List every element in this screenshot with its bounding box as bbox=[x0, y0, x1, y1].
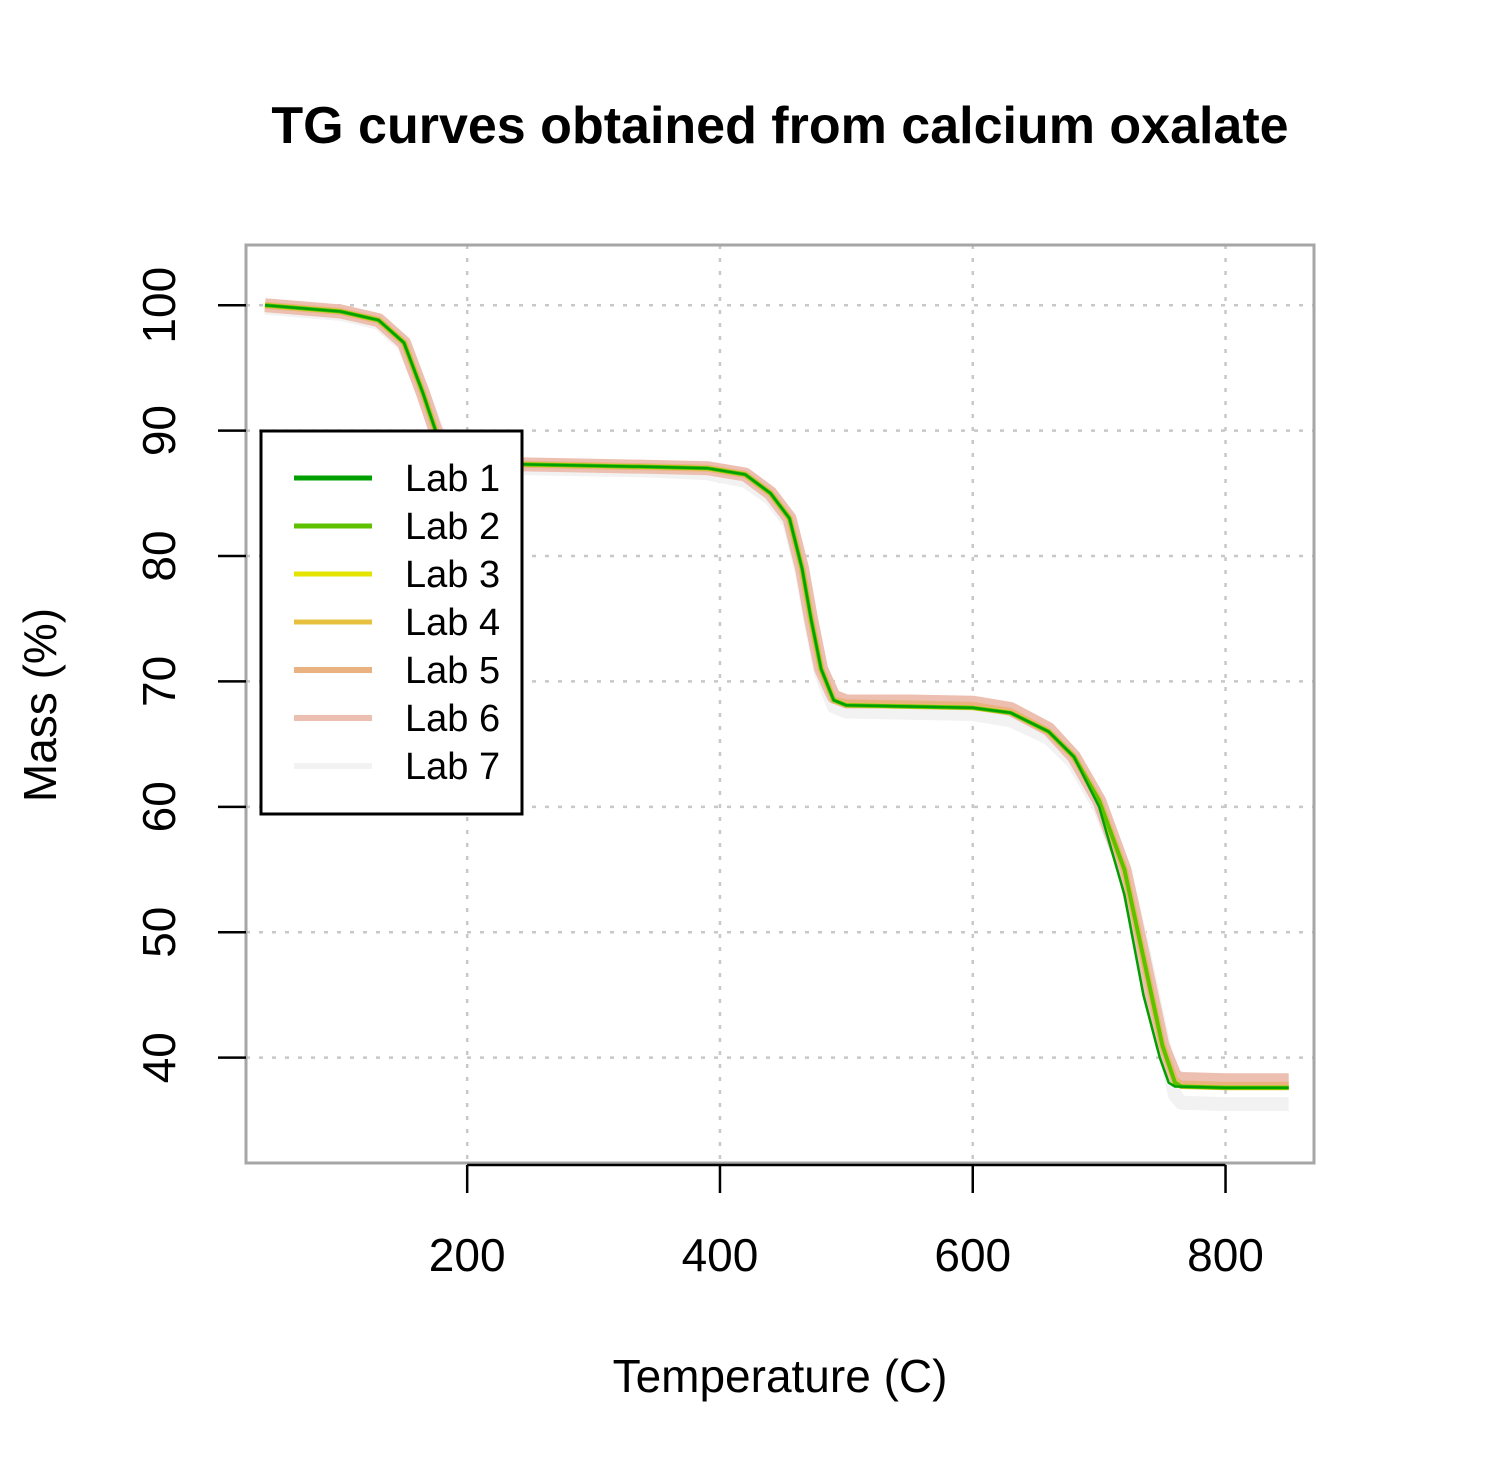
y-tick-label: 90 bbox=[133, 405, 185, 456]
legend-label-lab-5: Lab 5 bbox=[405, 650, 500, 692]
y-tick-label: 100 bbox=[133, 267, 185, 344]
y-axis-label: Mass (%) bbox=[14, 608, 66, 802]
y-tick-label: 40 bbox=[133, 1032, 185, 1083]
y-tick-label: 60 bbox=[133, 781, 185, 832]
x-tick-label: 600 bbox=[934, 1229, 1011, 1281]
legend-label-lab-3: Lab 3 bbox=[405, 554, 500, 596]
legend-label-lab-7: Lab 7 bbox=[405, 746, 500, 788]
y-axis: 40 50 60 70 80 90 100 bbox=[133, 267, 246, 1083]
legend-label-lab-1: Lab 1 bbox=[405, 458, 500, 500]
x-axis: 200 400 600 800 bbox=[429, 1163, 1264, 1281]
x-axis-label: Temperature (C) bbox=[613, 1350, 948, 1402]
legend-label-lab-2: Lab 2 bbox=[405, 506, 500, 548]
legend: Lab 1 Lab 2 Lab 3 Lab 4 Lab 5 Lab 6 Lab 7 bbox=[259, 429, 524, 816]
x-tick-label: 800 bbox=[1187, 1229, 1264, 1281]
x-tick-label: 400 bbox=[682, 1229, 759, 1281]
chart-title: TG curves obtained from calcium oxalate bbox=[271, 97, 1288, 155]
x-tick-label: 200 bbox=[429, 1229, 506, 1281]
plot-frame bbox=[244, 243, 1316, 1165]
legend-label-lab-4: Lab 4 bbox=[405, 602, 500, 644]
legend-label-lab-6: Lab 6 bbox=[405, 698, 500, 740]
y-tick-label: 50 bbox=[133, 907, 185, 958]
y-tick-label: 70 bbox=[133, 656, 185, 707]
y-tick-label: 80 bbox=[133, 530, 185, 581]
